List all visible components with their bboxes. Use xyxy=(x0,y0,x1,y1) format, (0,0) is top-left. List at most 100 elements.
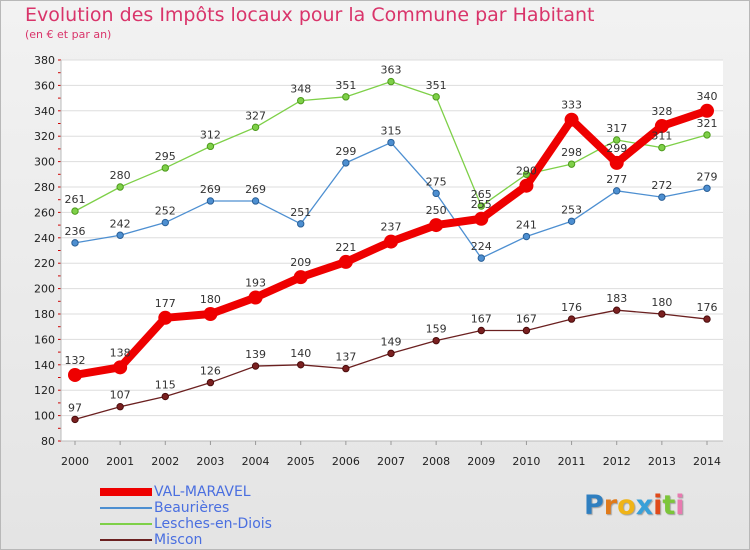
y-tick-label: 140 xyxy=(34,359,55,372)
data-label: 351 xyxy=(426,79,447,92)
data-point xyxy=(658,310,666,318)
data-label: 277 xyxy=(606,173,627,186)
data-point xyxy=(613,187,621,195)
data-point xyxy=(297,96,305,105)
logo-letter: r xyxy=(603,490,618,521)
data-label: 97 xyxy=(68,401,82,414)
logo-letter: t xyxy=(662,490,676,521)
x-tick-label: 2011 xyxy=(558,455,586,468)
chart-title: Evolution des Impôts locaux pour la Comm… xyxy=(25,4,595,26)
data-point xyxy=(703,131,711,139)
chart-subtitle: (en € et par an) xyxy=(25,28,112,41)
legend-swatch xyxy=(100,488,152,496)
data-label: 269 xyxy=(245,183,266,196)
legend-label: VAL-MARAVEL xyxy=(154,484,251,500)
x-tick-label: 2002 xyxy=(151,455,179,468)
data-label: 363 xyxy=(381,64,402,77)
y-tick-label: 80 xyxy=(41,435,55,448)
x-tick-label: 2001 xyxy=(106,455,134,468)
data-point xyxy=(477,254,485,262)
data-point xyxy=(387,77,395,86)
data-label: 275 xyxy=(426,175,447,188)
data-label: 137 xyxy=(335,351,356,364)
data-point xyxy=(703,315,711,323)
data-label: 327 xyxy=(245,109,266,122)
data-label: 333 xyxy=(561,99,582,112)
data-point xyxy=(342,93,350,101)
x-tick-label: 2006 xyxy=(332,455,360,468)
data-point xyxy=(206,197,215,205)
data-point xyxy=(161,218,169,227)
data-label: 253 xyxy=(561,203,582,216)
data-point xyxy=(203,307,218,321)
data-point xyxy=(384,234,398,249)
data-point xyxy=(474,211,489,226)
data-point xyxy=(567,315,576,323)
data-label: 311 xyxy=(651,130,672,143)
x-tick-label: 2004 xyxy=(242,455,270,468)
data-label: 252 xyxy=(155,205,176,218)
logo-letter: i xyxy=(653,490,663,521)
data-label: 236 xyxy=(65,225,86,238)
data-label: 312 xyxy=(200,128,221,141)
data-point xyxy=(387,138,395,147)
data-label: 255 xyxy=(471,198,492,211)
legend-item-miscon[interactable]: Miscon xyxy=(100,532,272,548)
data-label: 321 xyxy=(697,117,718,130)
data-label: 180 xyxy=(651,296,672,309)
data-point xyxy=(567,160,576,168)
data-label: 348 xyxy=(290,83,311,96)
data-point xyxy=(613,136,621,144)
logo-letter: i xyxy=(675,490,685,521)
legend-item-val-maravel[interactable]: VAL-MARAVEL xyxy=(100,484,272,500)
y-tick-label: 260 xyxy=(34,206,55,219)
data-point xyxy=(613,306,621,314)
data-label: 340 xyxy=(697,90,718,103)
y-tick-label: 100 xyxy=(34,410,55,423)
legend-item-beaurieres[interactable]: Beaurières xyxy=(100,500,272,516)
data-label: 242 xyxy=(110,217,131,230)
data-point xyxy=(116,183,124,191)
data-point xyxy=(654,119,669,134)
data-point xyxy=(251,197,260,205)
legend-swatch xyxy=(100,523,152,525)
x-tick-label: 2009 xyxy=(467,455,495,468)
x-tick-label: 2007 xyxy=(377,455,405,468)
data-point xyxy=(564,112,579,127)
y-tick-label: 200 xyxy=(34,283,55,296)
data-point xyxy=(429,218,444,233)
legend-item-lesches-en-diois[interactable]: Lesches-en-Diois xyxy=(100,516,272,532)
data-label: 261 xyxy=(65,193,86,206)
data-label: 269 xyxy=(200,183,221,196)
data-label: 279 xyxy=(697,170,718,183)
logo-letter: P xyxy=(584,490,604,521)
data-label: 317 xyxy=(606,122,627,135)
y-tick-label: 240 xyxy=(34,232,55,245)
logo-letter: x xyxy=(635,490,654,521)
y-tick-label: 380 xyxy=(34,54,55,67)
data-point xyxy=(206,142,215,151)
data-point xyxy=(700,103,714,118)
y-tick-label: 280 xyxy=(34,181,55,194)
y-tick-label: 120 xyxy=(34,384,55,397)
data-label: 209 xyxy=(290,256,311,269)
data-point xyxy=(161,164,169,172)
data-label: 180 xyxy=(200,293,221,306)
data-point xyxy=(522,170,531,179)
data-point xyxy=(161,392,169,401)
data-label: 183 xyxy=(606,292,627,305)
data-label: 140 xyxy=(290,347,311,360)
data-label: 315 xyxy=(381,125,402,138)
x-tick-label: 2005 xyxy=(287,455,315,468)
data-point xyxy=(609,155,624,170)
y-tick-label: 300 xyxy=(34,156,55,169)
data-label: 176 xyxy=(561,301,582,314)
legend-swatch xyxy=(100,539,152,541)
data-label: 221 xyxy=(335,241,356,254)
data-label: 167 xyxy=(471,313,492,326)
data-label: 298 xyxy=(561,146,582,159)
data-point xyxy=(477,326,485,335)
data-label: 149 xyxy=(381,335,402,348)
data-point xyxy=(251,362,260,370)
data-label: 139 xyxy=(245,348,266,361)
